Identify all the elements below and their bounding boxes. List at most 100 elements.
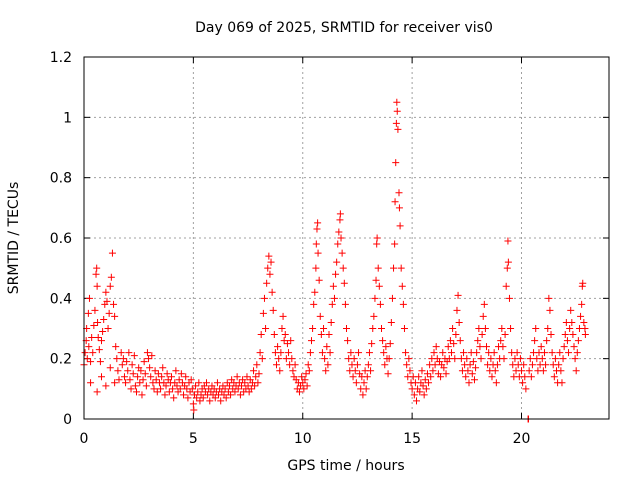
data-point: [387, 318, 395, 326]
data-point: [416, 388, 424, 396]
x-tick-label: 0: [80, 431, 89, 447]
data-point: [244, 382, 252, 390]
data-point: [98, 373, 105, 381]
data-point: [233, 373, 241, 381]
data-point: [170, 394, 178, 402]
data-point: [106, 364, 114, 372]
data-point: [442, 370, 450, 378]
data-point: [252, 373, 260, 381]
data-point: [437, 373, 445, 381]
data-point: [476, 343, 484, 351]
data-point: [175, 376, 183, 384]
data-point: [93, 282, 101, 290]
data-point: [557, 367, 565, 375]
data-point: [526, 355, 534, 363]
data-point: [469, 358, 477, 366]
data-point: [117, 349, 125, 357]
data-point: [259, 309, 267, 317]
data-point: [85, 294, 93, 302]
data-point: [310, 300, 318, 308]
data-point: [302, 370, 310, 378]
data-point: [439, 349, 447, 357]
data-point: [114, 367, 122, 375]
data-point: [372, 276, 380, 284]
data-point: [324, 361, 332, 369]
data-point: [502, 282, 510, 290]
data-point: [267, 258, 275, 266]
data-point: [382, 343, 390, 351]
data-point: [427, 373, 435, 381]
data-point: [106, 282, 114, 290]
data-point: [165, 388, 173, 396]
data-point: [188, 385, 196, 393]
data-point: [474, 337, 482, 345]
data-point: [500, 355, 508, 363]
data-point: [159, 364, 167, 372]
data-point: [276, 367, 284, 375]
data-point: [280, 337, 288, 345]
data-point: [395, 189, 403, 197]
data-point: [253, 361, 261, 369]
data-point: [254, 379, 262, 387]
data-point: [398, 282, 406, 290]
data-point: [125, 349, 133, 357]
data-point: [381, 361, 389, 369]
data-point: [351, 367, 359, 375]
data-point: [337, 234, 345, 242]
data-point: [569, 331, 577, 339]
data-point: [172, 367, 180, 375]
data-point: [577, 312, 585, 320]
data-point: [491, 367, 499, 375]
data-point: [432, 343, 440, 351]
data-point: [403, 361, 411, 369]
data-point: [571, 355, 579, 363]
data-point: [83, 355, 91, 363]
data-point: [390, 264, 398, 272]
data-point: [343, 325, 350, 332]
data-point: [380, 349, 388, 357]
data-point: [275, 355, 283, 363]
data-point: [300, 385, 308, 393]
data-point: [193, 394, 201, 402]
data-point: [488, 373, 496, 381]
data-point: [104, 325, 112, 332]
data-point: [257, 331, 265, 339]
y-tick-label: 0.8: [50, 171, 72, 187]
data-point: [119, 355, 127, 363]
data-point: [328, 300, 336, 308]
data-point: [504, 258, 512, 266]
data-point: [177, 370, 185, 378]
data-point: [544, 325, 552, 332]
data-point: [130, 352, 138, 360]
data-point: [463, 355, 471, 363]
data-point: [313, 225, 321, 233]
data-point: [118, 361, 126, 369]
data-point: [566, 325, 574, 332]
data-point: [568, 318, 576, 326]
data-point: [478, 331, 486, 339]
data-point: [397, 264, 405, 272]
data-point: [113, 355, 121, 363]
data-point: [91, 306, 99, 314]
data-point: [373, 234, 381, 242]
data-point: [446, 337, 454, 345]
data-point: [336, 210, 344, 218]
x-tick-label: 15: [403, 431, 421, 447]
data-point: [406, 367, 414, 375]
data-point: [258, 355, 266, 363]
data-point: [350, 355, 358, 363]
data-point: [472, 364, 480, 372]
data-point: [410, 391, 418, 399]
data-point: [532, 325, 540, 332]
data-point: [480, 300, 488, 308]
data-point: [581, 325, 589, 332]
y-tick-label: 0: [63, 412, 72, 428]
data-point: [243, 373, 251, 381]
data-point: [247, 385, 255, 393]
data-point: [149, 379, 157, 387]
data-point: [341, 300, 349, 308]
data-point: [336, 216, 344, 224]
data-point: [256, 349, 264, 357]
data-point: [405, 355, 413, 363]
data-point: [550, 373, 558, 381]
